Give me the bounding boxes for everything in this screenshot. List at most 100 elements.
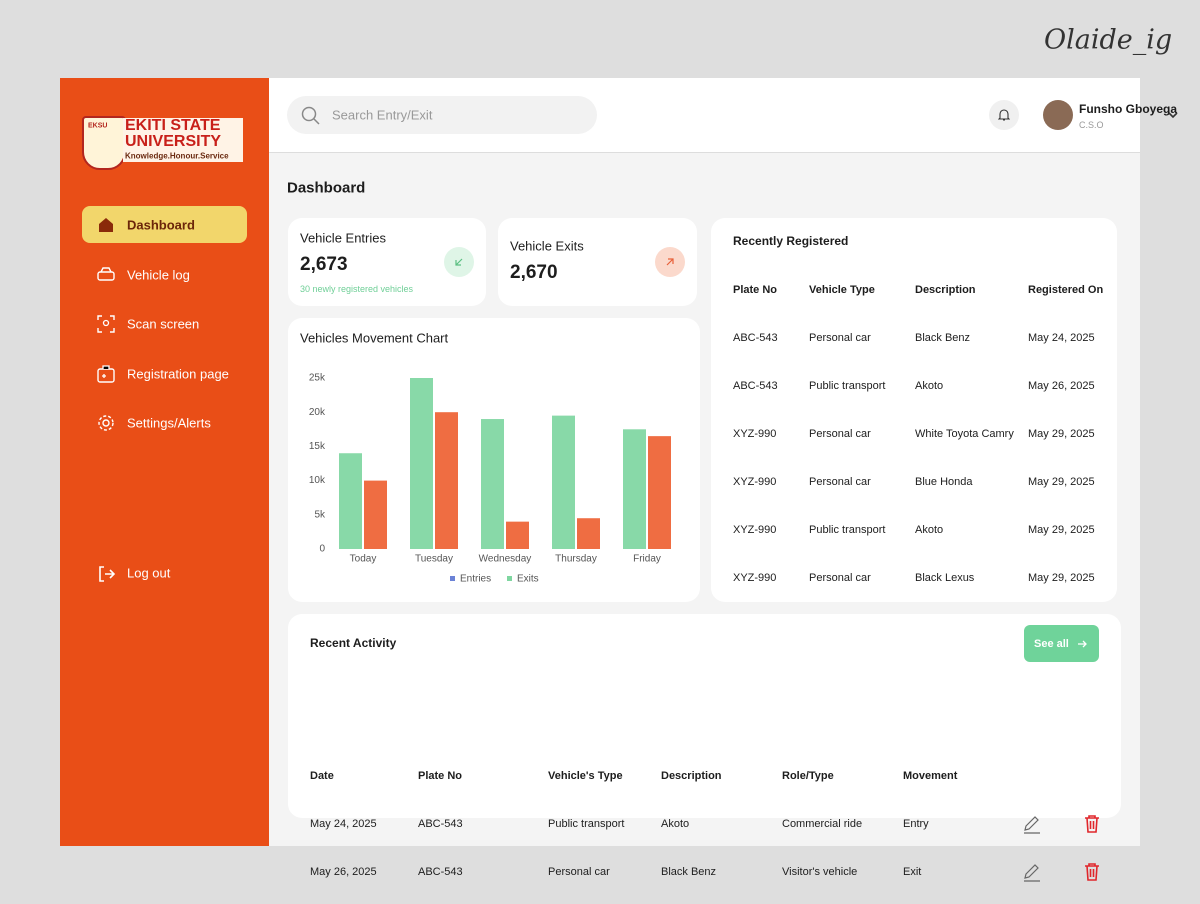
search-placeholder: Search Entry/Exit xyxy=(332,107,433,123)
nav-item[interactable]: Scan screen xyxy=(82,305,247,342)
nav-icon xyxy=(98,415,114,431)
edit-button[interactable] xyxy=(1022,862,1042,887)
table-cell: Public transport xyxy=(809,524,886,536)
stat-value: 2,673 xyxy=(300,254,348,275)
x-tick-label: Today xyxy=(350,554,377,565)
column-header: Movement xyxy=(903,770,958,782)
column-header: Registered On xyxy=(1028,284,1104,296)
nav-item[interactable]: Dashboard xyxy=(82,206,247,243)
bar xyxy=(435,412,458,549)
nav-item[interactable]: Vehicle log xyxy=(82,256,247,293)
table-cell: Exit xyxy=(903,866,922,878)
table-cell: Akoto xyxy=(661,818,690,830)
delete-button[interactable] xyxy=(1084,862,1100,887)
table-cell: XYZ-990 xyxy=(733,524,777,536)
bar xyxy=(623,429,646,549)
header: Search Entry/Exit Funsho Gboyega C.S.O xyxy=(269,78,1178,153)
table-cell: ABC-543 xyxy=(418,866,463,878)
column-header: Date xyxy=(310,770,334,782)
table-cell: Personal car xyxy=(548,866,610,878)
search-box[interactable]: Search Entry/Exit xyxy=(287,96,597,134)
legend-marker xyxy=(450,576,455,581)
chart: Vehicles Movement Chart 0 5k 10k 15k 20k 25k T… xyxy=(300,330,671,585)
dropdown-icon[interactable] xyxy=(1167,110,1179,120)
column-header: Plate No xyxy=(733,284,778,296)
table-cell: Black Lexus xyxy=(915,572,975,584)
table-cell: XYZ-990 xyxy=(733,428,777,440)
legend-label: Entries xyxy=(460,574,491,585)
nav-label: Registration page xyxy=(127,366,229,381)
delete-button[interactable] xyxy=(1084,814,1100,839)
y-tick-label: 5k xyxy=(314,509,326,520)
stat-label: Vehicle Entries xyxy=(300,230,386,246)
logo-line: UNIVERSITY xyxy=(125,133,222,150)
table-cell: Visitor's vehicle xyxy=(782,866,858,878)
button-label: See all xyxy=(1034,638,1069,650)
bar xyxy=(339,453,362,549)
bar xyxy=(410,378,433,549)
column-header: Plate No xyxy=(418,770,463,782)
logo-badge: EKSU xyxy=(82,116,126,170)
table-cell: Akoto xyxy=(915,524,944,536)
stat-note: 30 newly registered vehicles xyxy=(300,284,414,294)
notifications[interactable] xyxy=(989,100,1019,130)
logo-bg xyxy=(123,118,243,162)
table-cell: May 29, 2025 xyxy=(1028,428,1095,440)
edit-icon xyxy=(1024,864,1040,882)
recently-registered: Recently Registered Plate No Vehicle Type… xyxy=(711,218,1117,602)
table-cell: Commercial ride xyxy=(782,818,863,830)
logo-line: EKITI STATE xyxy=(125,117,221,134)
table-cell: Personal car xyxy=(809,476,871,488)
edit-icon xyxy=(1024,816,1040,834)
logo-motto: Knowledge.Honour.Service xyxy=(125,151,229,161)
table-cell: XYZ-990 xyxy=(733,476,777,488)
x-tick-label: Friday xyxy=(633,554,661,565)
delete-icon xyxy=(1085,863,1099,881)
arrow-icon xyxy=(1078,640,1087,648)
card-title: Recently Registered xyxy=(733,234,849,248)
y-tick-label: 15k xyxy=(309,441,326,452)
search-icon xyxy=(301,106,320,125)
table-cell: Akoto xyxy=(915,380,944,392)
column-header: Vehicle's Type xyxy=(548,770,623,782)
table-cell: Personal car xyxy=(809,572,871,584)
see-all-button[interactable]: See all xyxy=(1024,625,1099,662)
page-title: Dashboard xyxy=(287,179,366,197)
table-cell: ABC-543 xyxy=(733,332,778,344)
app-frame: EKSU EKITI STATE UNIVERSITY Knowledge.Ho… xyxy=(60,78,1178,882)
stat-icon xyxy=(655,247,685,277)
nav-label: Dashboard xyxy=(127,217,195,233)
bar xyxy=(648,436,671,549)
avatar[interactable] xyxy=(1043,100,1073,130)
table-cell: May 24, 2025 xyxy=(1028,332,1095,344)
edit-button[interactable] xyxy=(1022,814,1042,839)
table-cell: ABC-543 xyxy=(733,380,778,392)
logout-icon xyxy=(99,566,116,582)
column-header: Description xyxy=(661,770,722,782)
column-header: Description xyxy=(915,284,976,296)
nav-icon xyxy=(97,266,115,281)
card-title: Recent Activity xyxy=(310,636,397,650)
table-cell: Public transport xyxy=(809,380,886,392)
stat-card: Vehicle Exits 2,670 xyxy=(498,218,697,306)
x-tick-label: Wednesday xyxy=(479,554,532,565)
y-tick-label: 20k xyxy=(309,407,326,418)
nav-icon xyxy=(99,218,113,232)
nav-icon xyxy=(97,315,115,333)
nav-label: Vehicle log xyxy=(127,267,190,282)
table-cell: Blue Honda xyxy=(915,476,973,488)
x-tick-label: Tuesday xyxy=(415,554,453,565)
bar xyxy=(506,521,529,549)
chart-title: Vehicles Movement Chart xyxy=(300,330,449,345)
table-cell: White Toyota Camry xyxy=(915,428,1014,440)
logout[interactable]: Log out xyxy=(127,565,171,581)
nav-icon xyxy=(97,364,115,383)
nav-item[interactable]: Settings/Alerts xyxy=(82,404,247,441)
bar xyxy=(552,415,575,549)
table-cell: XYZ-990 xyxy=(733,572,777,584)
table-cell: ABC-543 xyxy=(418,818,463,830)
bar xyxy=(577,518,600,549)
table-cell: Personal car xyxy=(809,332,871,344)
stat-label: Vehicle Exits xyxy=(510,238,584,254)
nav-item[interactable]: Registration page xyxy=(82,355,247,392)
